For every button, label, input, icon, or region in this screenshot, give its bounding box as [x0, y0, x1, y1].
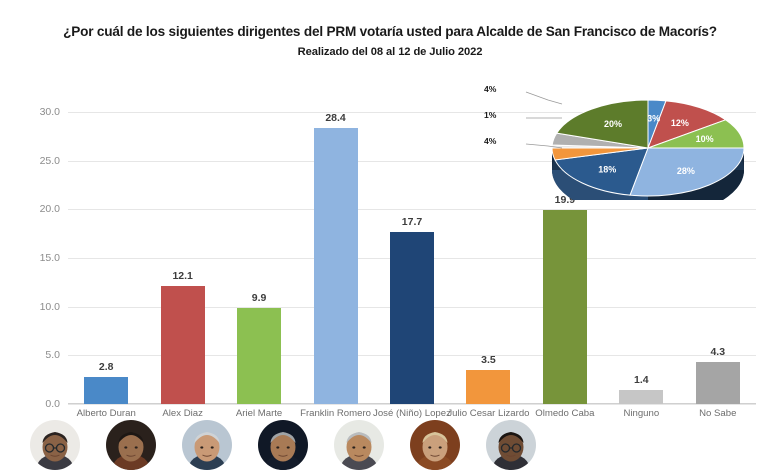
x-axis-category-label: Alberto Duran	[76, 408, 136, 419]
y-axis-tick: 5.0	[45, 349, 60, 362]
bar-value-label: 1.4	[634, 374, 649, 387]
x-axis-category-label: Alex Diaz	[162, 408, 203, 419]
pie-slice[interactable]	[555, 99, 649, 149]
y-axis-tick: 15.0	[39, 252, 60, 264]
bar-group[interactable]: 3.5 Julio Cesar Lizardo	[447, 112, 529, 419]
x-axis-category-label: Ariel Marte	[235, 408, 283, 419]
gridline	[68, 404, 756, 405]
y-axis-tick: 0.0	[45, 398, 60, 410]
pie-slice-label: 20%	[604, 119, 622, 129]
y-axis-tick: 20.0	[39, 203, 60, 216]
bar-group[interactable]: 12.1 Alex Diaz	[144, 112, 220, 419]
pie-slice-label: 3%	[647, 113, 660, 123]
page-title: ¿Por cuál de los siguientes dirigentes d…	[63, 24, 717, 39]
pie-slices	[551, 99, 745, 197]
bar[interactable]	[695, 362, 740, 404]
gridline	[68, 209, 756, 211]
x-axis-category-label: Franklin Romero	[300, 408, 371, 419]
pie-chart-svg: 3% 12% 10% 28% 18% 20%	[525, 91, 745, 200]
bar[interactable]	[619, 390, 664, 404]
bar-value-label: 2.8	[98, 360, 114, 373]
pie-callout-4pct-orange: 4%	[484, 136, 497, 146]
bar-value-label: 12.1	[172, 270, 193, 283]
x-axis-category-label: Olmedo Caba	[535, 408, 595, 419]
pie-slice[interactable]	[647, 100, 727, 149]
bar[interactable]	[237, 307, 282, 404]
bar-group[interactable]: 4.3 No Sabe	[680, 112, 756, 419]
pie-slice[interactable]	[554, 147, 649, 196]
avatar-ariel-marte	[182, 420, 232, 470]
pie-slice-label: 18%	[598, 165, 616, 175]
bar-value-label: 3.5	[481, 353, 496, 366]
x-axis-category-label: José (Niño) Lopez	[373, 408, 451, 419]
chart-title-block: ¿Por cuál de los siguientes dirigentes d…	[0, 24, 780, 58]
bar-group[interactable]: 1.4 Ninguno	[603, 112, 679, 419]
y-axis-tick: 25.0	[39, 154, 60, 167]
bar-series: 2.8 Alberto Duran 12.1 Alex Diaz 9.9 Ariel Ma…	[68, 111, 756, 419]
bar-group[interactable]: 17.7 José (Niño) Lopez	[373, 112, 451, 419]
y-axis-tick: 30.0	[39, 106, 60, 118]
bar[interactable]	[542, 210, 587, 404]
gridline	[68, 112, 756, 113]
pie-slice-label: 10%	[696, 134, 714, 144]
bar[interactable]	[466, 369, 511, 404]
pie-slice-label: 12%	[671, 118, 689, 128]
pie-slice[interactable]	[629, 147, 745, 197]
bar[interactable]	[389, 231, 434, 404]
y-axis-tick: 10.0	[39, 300, 60, 313]
bar-value-label: 9.9	[251, 291, 267, 304]
avatar-julio-cesar-lizardo	[410, 420, 460, 470]
bar[interactable]	[160, 286, 205, 404]
avatar-alberto-duran	[30, 420, 80, 470]
avatar-no-sabe	[486, 420, 536, 470]
chart-subtitle: Realizado del 08 al 12 de Julio 2022	[297, 45, 483, 58]
gridline	[68, 160, 756, 162]
candidate-avatar-row	[0, 420, 780, 470]
pie-callout-1pct: 1%	[484, 110, 497, 120]
bar-group[interactable]: 28.4 Franklin Romero	[297, 111, 373, 419]
bar[interactable]	[84, 376, 129, 404]
x-axis-category-label: No Sabe	[699, 408, 737, 419]
bar-group[interactable]: 9.9 Ariel Marte	[221, 112, 297, 419]
bar-value-label: 4.3	[710, 346, 726, 359]
pie-callout-4pct-gray: 4%	[484, 84, 497, 94]
bar-group[interactable]: 2.8 Alberto Duran	[68, 112, 144, 419]
pie-slice-label: 28%	[677, 166, 695, 176]
pie-chart: 3% 12% 10% 28% 18% 20% 4% 1% 4%	[484, 70, 780, 200]
pie-inner-labels: 3% 12% 10% 28% 18% 20%	[598, 113, 713, 176]
avatar-alex-diaz	[106, 420, 156, 470]
bar[interactable]	[313, 127, 358, 404]
bar-value-label: 28.4	[325, 111, 346, 124]
avatar-jose-nino-lopez	[334, 420, 384, 470]
bar-value-label: 17.7	[401, 215, 423, 228]
bar-group[interactable]: 19.9 Olmedo Caba	[527, 112, 603, 419]
pie-leader-lines	[525, 91, 563, 149]
x-axis-category-label: Ninguno	[623, 408, 660, 419]
avatar-franklin-romero	[258, 420, 308, 470]
x-axis-category-label: Julio Cesar Lizardo	[447, 408, 530, 419]
